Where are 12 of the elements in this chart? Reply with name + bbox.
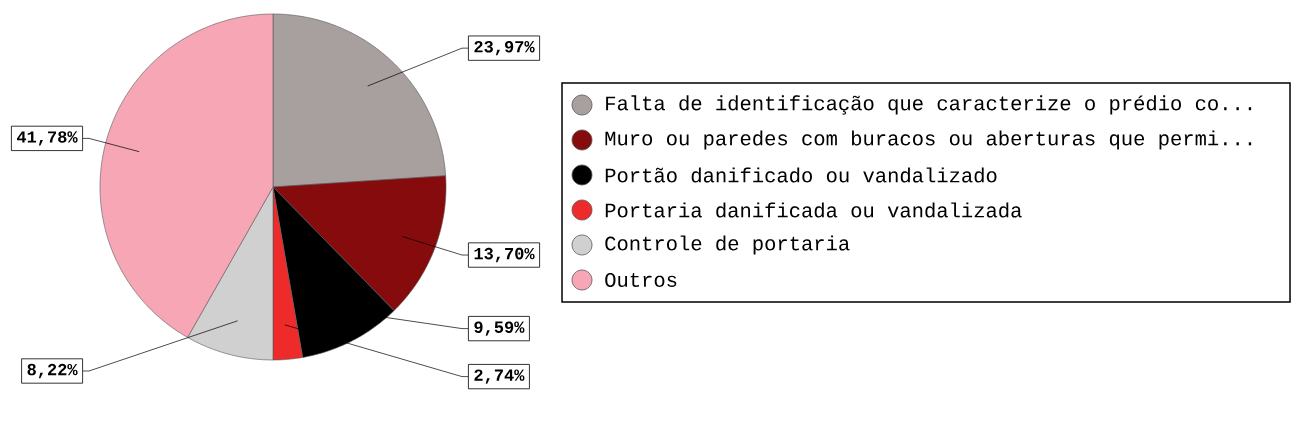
legend-label: Muro ou paredes com buracos ou aberturas que permi...	[605, 130, 1252, 150]
data-label: 41,78%	[16, 131, 78, 146]
legend-label: Portão danificado ou vandalizado	[605, 167, 997, 183]
legend-label: Falta de identificação que caracterize o prédio co...	[606, 95, 1252, 115]
data-label: 2,74%	[474, 369, 525, 384]
legend-label: Portaria danificada ou vandalizada	[605, 202, 1022, 218]
data-label: 23,97%	[474, 40, 535, 56]
data-label: 9,59%	[474, 321, 525, 336]
data-label: 8,22%	[27, 363, 78, 379]
data-label: 13,70%	[474, 247, 535, 263]
legend-label: Controle de portaria	[605, 235, 850, 255]
legend-label: Outros	[605, 273, 677, 287]
